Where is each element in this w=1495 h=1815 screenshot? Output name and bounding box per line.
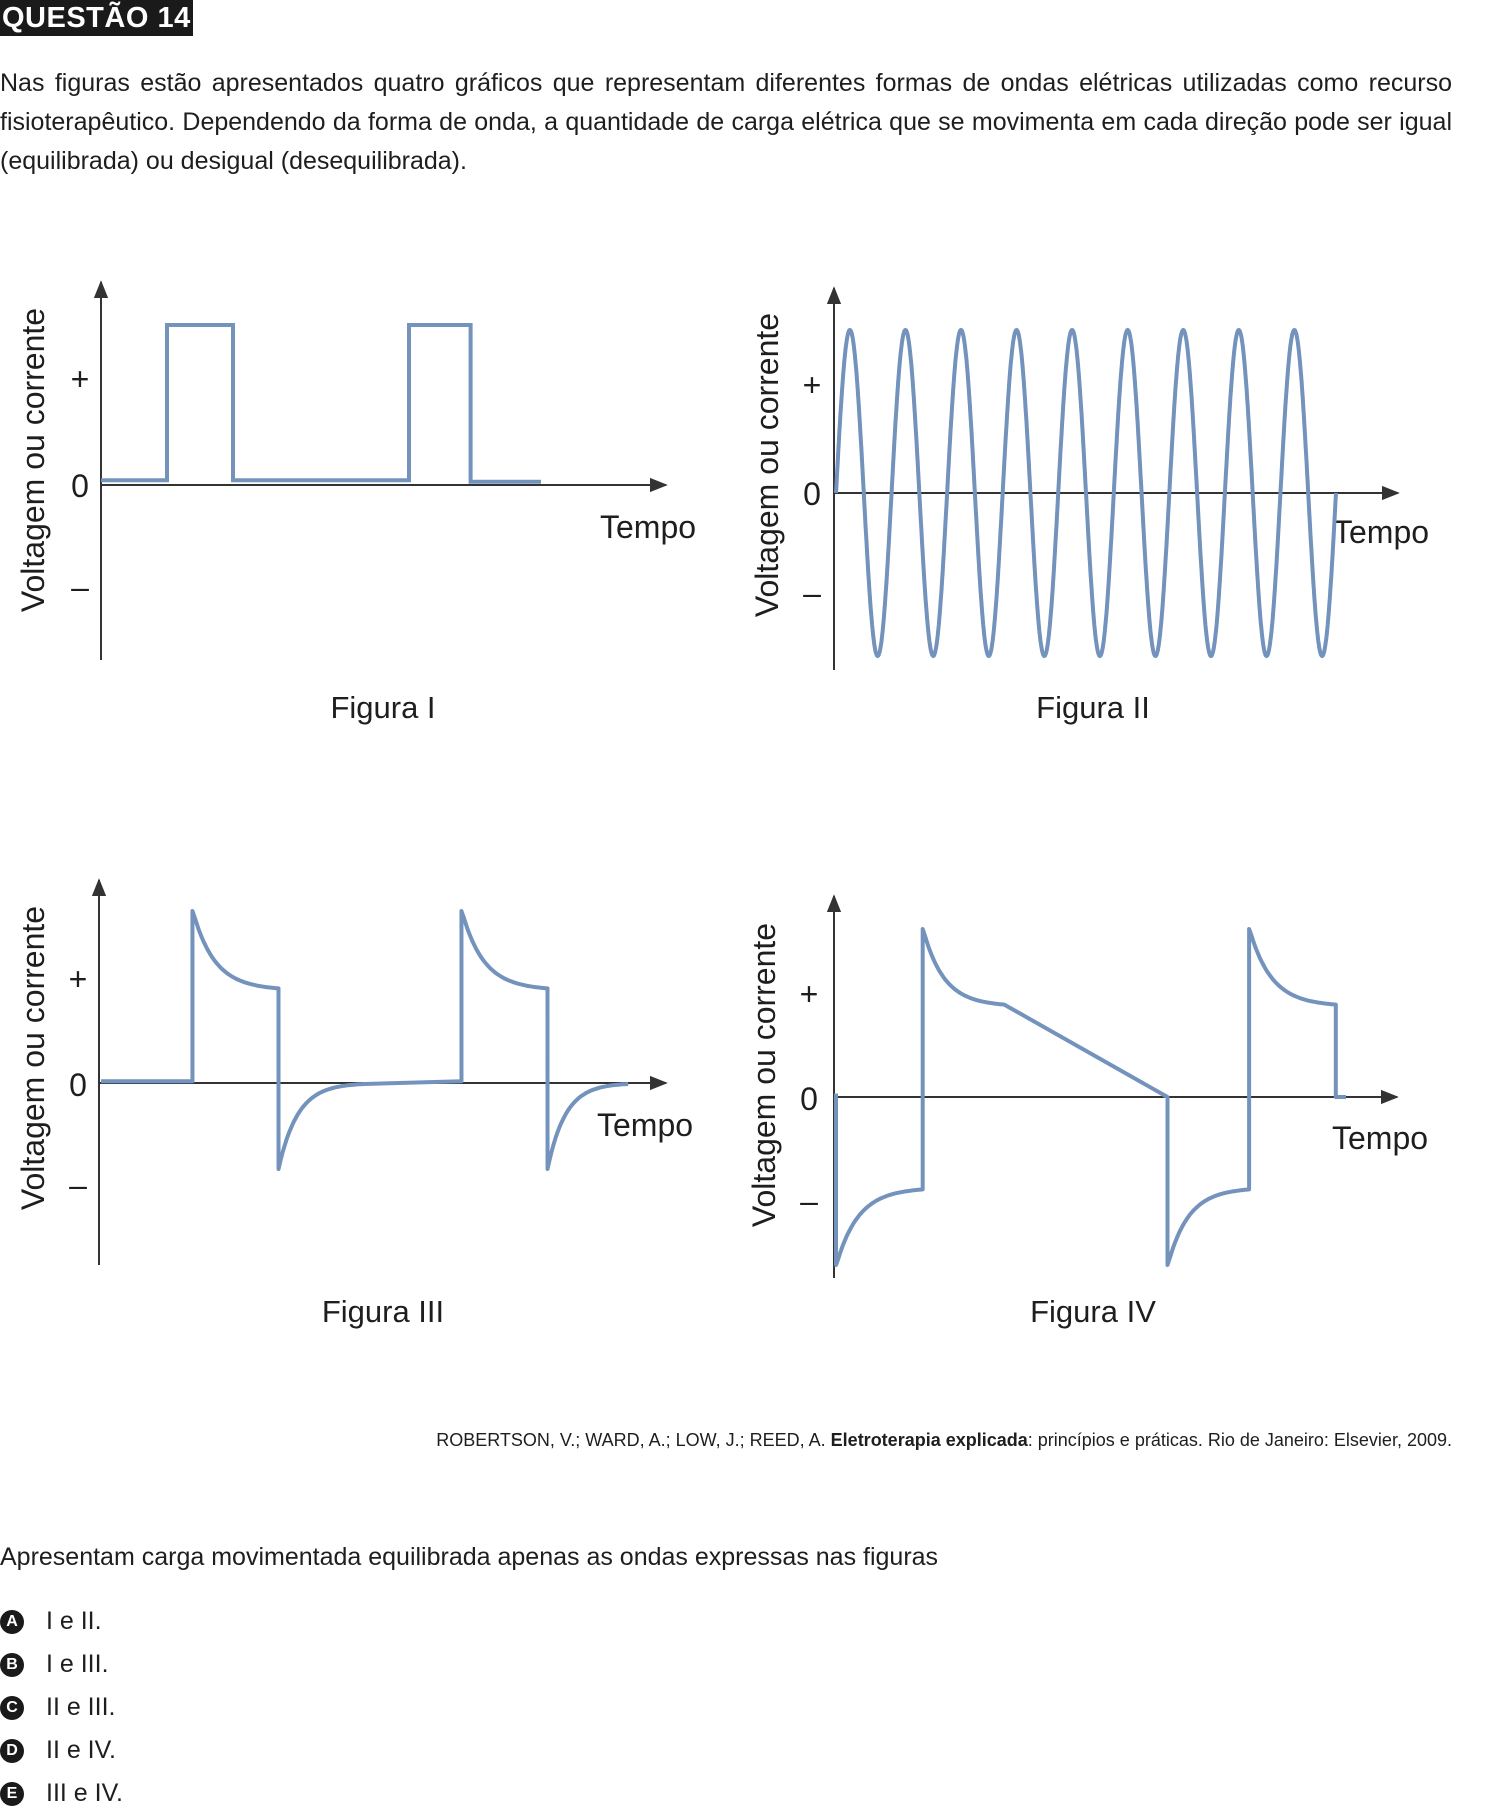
wave-line (101, 323, 541, 484)
reference-book-title: Eletroterapia explicada (830, 1430, 1028, 1450)
question-title: QUESTÃO 14 (0, 0, 193, 36)
option-text: II e IV. (46, 1736, 116, 1764)
x-axis-label: Tempo (597, 1107, 693, 1143)
option-letter-badge: C (0, 1695, 24, 1720)
option-letter-badge: A (0, 1609, 24, 1634)
wave-line (834, 927, 1346, 1267)
tick-minus: – (69, 1167, 87, 1203)
tick-zero: 0 (69, 1067, 87, 1103)
reference-details: : princípios e práticas. Rio de Janeiro:… (1027, 1430, 1452, 1450)
tick-zero: 0 (800, 1081, 818, 1117)
option-letter-badge: B (0, 1652, 24, 1677)
tick-plus: + (803, 367, 822, 403)
figure-2: Voltagem ou corrente + 0 – Tempo Figura … (749, 286, 1429, 725)
wave-line (834, 327, 1338, 659)
figure-caption: Figura II (1036, 690, 1150, 725)
wave-line (101, 909, 629, 1171)
option-e[interactable]: E III e IV. (0, 1772, 123, 1815)
option-text: III e IV. (46, 1779, 123, 1807)
x-axis-label: Tempo (600, 509, 696, 545)
figure-caption: Figura IV (1030, 1294, 1156, 1329)
option-letter-badge: E (0, 1781, 24, 1806)
option-text: II e III. (46, 1693, 116, 1721)
figure-3: Voltagem ou corrente + 0 – Tempo Figura … (15, 878, 693, 1329)
option-text: I e III. (46, 1650, 109, 1678)
y-axis-label: Voltagem ou corrente (15, 308, 51, 612)
reference-citation: ROBERTSON, V.; WARD, A.; LOW, J.; REED, … (436, 1430, 1452, 1451)
tick-plus: + (69, 961, 88, 997)
y-axis-label: Voltagem ou corrente (749, 313, 785, 617)
question-prompt: Apresentam carga movimentada equilibrada… (0, 1543, 939, 1571)
tick-plus: + (71, 361, 90, 397)
option-b[interactable]: B I e III. (0, 1643, 123, 1686)
tick-zero: 0 (71, 468, 89, 504)
figure-caption: Figura I (330, 690, 435, 725)
option-d[interactable]: D II e IV. (0, 1729, 123, 1772)
tick-zero: 0 (803, 476, 821, 512)
tick-minus: – (800, 1183, 818, 1219)
y-axis-label: Voltagem ou corrente (746, 923, 782, 1227)
option-letter-badge: D (0, 1738, 24, 1763)
y-axis-label: Voltagem ou corrente (15, 906, 51, 1210)
x-axis-label: Tempo (1333, 514, 1429, 550)
tick-plus: + (800, 976, 819, 1012)
figure-caption: Figura III (322, 1294, 444, 1329)
tick-minus: – (71, 569, 89, 605)
figure-4: Voltagem ou corrente + 0 – Tempo Figura … (746, 894, 1428, 1329)
question-statement: Nas figuras estão apresentados quatro gr… (0, 69, 1452, 175)
figures-panel: Voltagem ou corrente + 0 – Tempo Figura … (15, 280, 1429, 1329)
figure-1: Voltagem ou corrente + 0 – Tempo Figura … (15, 280, 696, 725)
reference-authors: ROBERTSON, V.; WARD, A.; LOW, J.; REED, … (436, 1430, 831, 1450)
option-text: I e II. (46, 1607, 102, 1635)
option-a[interactable]: A I e II. (0, 1600, 123, 1643)
option-c[interactable]: C II e III. (0, 1686, 123, 1729)
tick-minus: – (803, 575, 821, 611)
x-axis-label: Tempo (1332, 1120, 1428, 1156)
